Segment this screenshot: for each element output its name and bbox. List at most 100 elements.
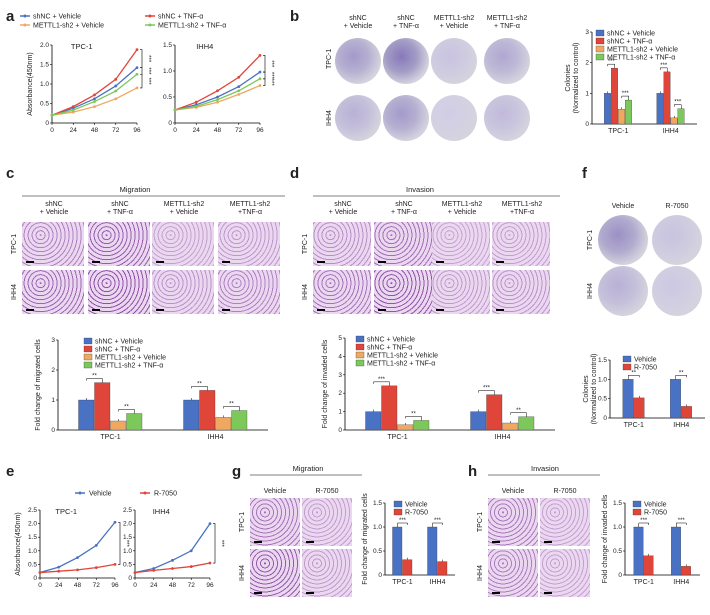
- legend-marker: [143, 491, 147, 495]
- y-tick-label: 1.0: [613, 524, 622, 531]
- legend-swatch: [83, 353, 93, 361]
- sig-stars: ***: [123, 540, 129, 548]
- column-header: shNC: [45, 201, 63, 208]
- legend-entry: METTL1-sh2 + Vehicle: [607, 47, 678, 54]
- scale-bar: [306, 541, 314, 543]
- y-tick-label: 5: [338, 335, 342, 342]
- y-tick-label: 0: [378, 572, 382, 579]
- sig-stars: **: [516, 408, 521, 414]
- data-point: [258, 54, 262, 57]
- y-tick-label: 0: [45, 120, 49, 127]
- data-point: [135, 72, 139, 76]
- data-point: [71, 110, 75, 114]
- colony-dish-image: [598, 266, 648, 316]
- column-header: shNC: [395, 201, 413, 208]
- y-tick-label: 2.0: [28, 521, 37, 528]
- row-label: IHH4: [11, 284, 18, 300]
- bar: [110, 420, 127, 431]
- x-tick-label: TPC-1: [608, 128, 628, 135]
- x-tick-label: IHH4: [430, 579, 446, 586]
- x-tick-label: 72: [112, 127, 120, 134]
- x-tick-label: 96: [133, 127, 141, 134]
- sig-stars: ***: [378, 377, 386, 383]
- micrograph-image: [374, 270, 432, 314]
- sig-bracket: [263, 71, 266, 80]
- y-tick-label: 2: [338, 390, 342, 397]
- y-axis-label: (Normalized to control): [573, 43, 580, 114]
- sig-bracket: [674, 104, 682, 107]
- y-tick-label: 1.0: [598, 376, 607, 383]
- column-header: R-7050: [666, 203, 689, 210]
- chart-title: IHH4: [153, 507, 170, 516]
- bar: [656, 93, 664, 125]
- micrograph-image: [492, 270, 550, 314]
- data-point: [113, 563, 117, 566]
- x-tick-label: IHH4: [673, 422, 689, 429]
- x-tick-label: 24: [150, 582, 158, 589]
- colony-dish-image: [484, 95, 530, 141]
- column-header: + TNF-α: [107, 209, 133, 216]
- data-point: [194, 104, 198, 108]
- data-point: [93, 105, 96, 109]
- sig-stars: ***: [268, 60, 274, 68]
- y-tick-label: 0.5: [613, 548, 622, 555]
- data-point: [133, 571, 137, 574]
- y-tick-label: 1.0: [123, 548, 132, 555]
- section-title: Invasion: [531, 464, 559, 473]
- bar: [633, 397, 645, 419]
- legend-entry: METTL1-sh2 + Vehicle: [33, 23, 104, 30]
- y-tick-label: 2.0: [123, 521, 132, 528]
- scale-bar: [26, 261, 34, 263]
- y-tick-label: 1.0: [40, 81, 49, 88]
- panel-label-h: h: [468, 463, 478, 480]
- data-point: [216, 100, 219, 104]
- bar: [413, 420, 430, 431]
- sig-bracket: [191, 386, 208, 389]
- legend-entry: METTL1-sh2 + TNF-α: [95, 363, 163, 370]
- x-tick-label: 72: [188, 582, 196, 589]
- scale-bar: [254, 592, 262, 594]
- data-point: [189, 565, 193, 568]
- micrograph-image: [218, 270, 280, 314]
- column-header: shNC: [334, 201, 352, 208]
- legend-entry: shNC + TNF-α: [95, 347, 140, 354]
- legend-entry: R-7050: [634, 365, 657, 372]
- data-point: [208, 561, 212, 565]
- x-tick-label: 72: [235, 127, 243, 134]
- legend-entry: Vehicle: [644, 502, 667, 509]
- panel-label-f: f: [582, 165, 587, 182]
- data-point: [94, 566, 98, 570]
- sig-bracket: [213, 523, 216, 564]
- bar: [670, 117, 678, 125]
- data-point: [94, 543, 98, 547]
- section-title: Migration: [120, 185, 151, 194]
- x-tick-label: 48: [169, 582, 177, 589]
- legend-swatch: [595, 45, 605, 53]
- micrograph-image: [22, 222, 84, 266]
- panel-label-g: g: [232, 463, 242, 480]
- x-tick-label: 0: [173, 127, 177, 134]
- sig-bracket: [405, 416, 422, 419]
- x-tick-label: IHH4: [495, 434, 511, 441]
- y-tick-label: 0: [168, 120, 172, 127]
- bar: [94, 382, 111, 431]
- y-tick-label: 1.0: [28, 548, 37, 555]
- x-tick-label: 96: [111, 582, 119, 589]
- sig-bracket: [86, 378, 103, 381]
- sig-bracket: [638, 522, 649, 525]
- sig-stars: **: [197, 381, 202, 387]
- column-header: + Vehicle: [40, 209, 69, 216]
- y-tick-label: 1.5: [613, 500, 622, 507]
- data-point: [194, 100, 198, 104]
- x-tick-label: 72: [93, 582, 101, 589]
- data-point: [171, 558, 174, 562]
- micrograph-image: [488, 549, 538, 597]
- legend-entry: shNC + Vehicle: [607, 31, 655, 38]
- legend-entry: R-7050: [644, 510, 667, 517]
- legend-entry: METTL1-sh2 + Vehicle: [367, 353, 438, 360]
- sig-stars: **: [92, 374, 97, 380]
- data-point: [71, 108, 75, 112]
- data-point: [216, 89, 219, 93]
- row-label: IHH4: [302, 284, 309, 300]
- legend-entry: Vehicle: [405, 502, 428, 509]
